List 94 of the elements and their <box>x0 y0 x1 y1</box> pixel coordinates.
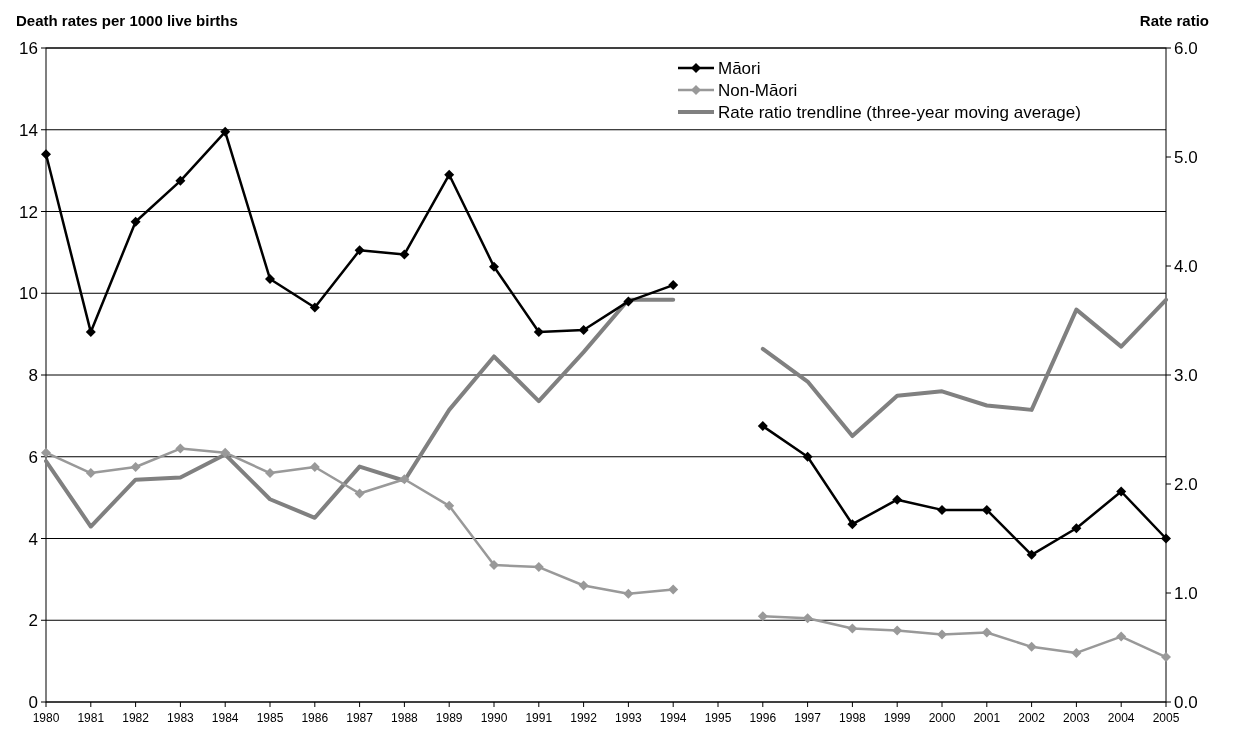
y2-tick-label: 1.0 <box>1174 584 1198 603</box>
x-tick-label: 2004 <box>1107 711 1135 725</box>
y-tick-label: 14 <box>19 120 38 140</box>
point <box>130 461 141 472</box>
x-tick-label: 1997 <box>794 711 822 725</box>
point <box>489 560 499 571</box>
y-tick-label: 12 <box>19 202 38 222</box>
y-tick-label: 2 <box>28 611 38 631</box>
y2-tick-label: 5.0 <box>1174 148 1198 167</box>
point <box>847 519 858 530</box>
point <box>354 488 365 499</box>
x-tick-label: 1992 <box>570 711 598 725</box>
x-tick-label: 1985 <box>256 711 284 725</box>
x-tick-label: 1981 <box>77 711 105 725</box>
point <box>41 149 51 160</box>
x-tick-label: 1986 <box>301 711 329 725</box>
point <box>757 421 768 432</box>
x-tick-label: 1991 <box>525 711 553 725</box>
point <box>85 468 96 479</box>
x-tick-label: 2000 <box>928 711 956 725</box>
y2-tick-label: 3.0 <box>1174 366 1198 385</box>
x-tick-label: 1993 <box>615 711 643 725</box>
x-tick-label: 1982 <box>122 711 150 725</box>
x-tick-label: 1994 <box>659 711 687 725</box>
point <box>578 580 589 591</box>
point <box>444 169 455 180</box>
y-tick-label: 8 <box>28 366 38 385</box>
legend-label: Māori <box>718 59 761 78</box>
point <box>1071 523 1082 534</box>
x-tick-label: 1990 <box>480 711 508 725</box>
point <box>444 500 455 511</box>
point <box>1161 533 1171 544</box>
point <box>1161 652 1171 663</box>
point <box>1116 631 1127 642</box>
x-tick-label: 1980 <box>32 711 60 725</box>
y-tick-label: 6 <box>28 447 38 467</box>
x-tick-label: 2002 <box>1018 711 1046 725</box>
point <box>981 627 992 638</box>
legend-label: Non-Māori <box>718 81 798 100</box>
x-tick-label: 2005 <box>1152 711 1180 725</box>
point <box>533 327 544 338</box>
y2-tick-label: 4.0 <box>1174 257 1198 276</box>
y-tick-label: 16 <box>19 39 38 58</box>
point <box>354 245 365 256</box>
point <box>578 325 589 336</box>
x-tick-label: 1996 <box>749 711 777 725</box>
point <box>399 474 410 485</box>
point <box>175 443 186 454</box>
point <box>937 629 947 640</box>
point <box>623 296 634 307</box>
point <box>937 504 947 515</box>
point <box>309 302 320 313</box>
legend-label: Rate ratio trendline (three-year moving average) <box>718 103 1081 122</box>
x-tick-label: 1988 <box>391 711 419 725</box>
y-tick-label: 0 <box>28 693 38 712</box>
y2-tick-label: 6.0 <box>1174 39 1198 58</box>
point <box>220 126 231 137</box>
point <box>1071 647 1082 658</box>
x-tick-label: 1987 <box>346 711 374 725</box>
y2-axis-title: Rate ratio <box>1139 12 1209 29</box>
point <box>265 273 275 284</box>
point <box>309 461 320 472</box>
point <box>175 175 186 186</box>
point <box>802 451 813 462</box>
x-tick-label: 1995 <box>704 711 732 725</box>
point <box>668 280 679 291</box>
point <box>85 327 96 338</box>
x-tick-label: 2003 <box>1063 711 1091 725</box>
x-tick-label: 2001 <box>973 711 1001 725</box>
x-tick-label: 1998 <box>839 711 867 725</box>
point <box>847 623 858 634</box>
point <box>1026 641 1037 652</box>
point <box>130 216 141 227</box>
y-tick-label: 4 <box>28 529 38 549</box>
point <box>1116 486 1127 497</box>
point <box>623 588 634 599</box>
point <box>41 447 51 458</box>
point <box>220 447 231 458</box>
y-axis-title: Death rates per 1000 live births <box>16 12 238 29</box>
y-tick-label: 10 <box>19 284 38 304</box>
x-tick-label: 1984 <box>211 711 239 725</box>
point <box>892 494 903 505</box>
point <box>265 468 275 479</box>
x-tick-label: 1999 <box>883 711 911 725</box>
point <box>757 611 768 622</box>
point <box>489 261 499 272</box>
point <box>1026 549 1037 560</box>
point <box>892 625 903 636</box>
point <box>668 584 679 595</box>
point <box>399 249 410 260</box>
y2-tick-label: 0.0 <box>1174 693 1198 712</box>
y2-tick-label: 2.0 <box>1174 475 1198 494</box>
x-tick-label: 1983 <box>167 711 195 725</box>
x-tick-label: 1989 <box>435 711 463 725</box>
